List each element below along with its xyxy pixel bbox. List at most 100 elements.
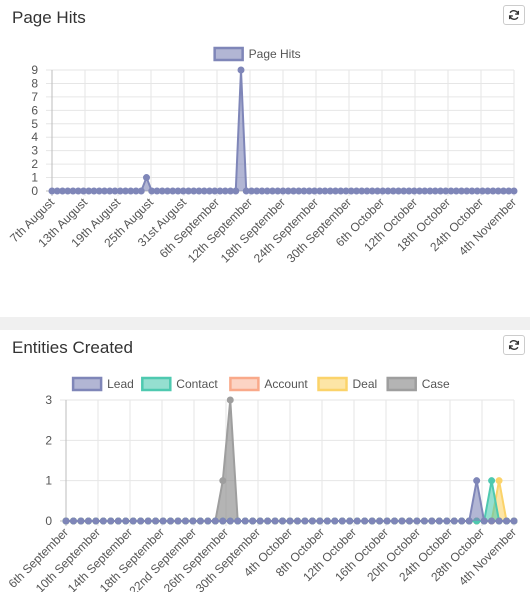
data-point[interactable] (84, 517, 92, 525)
y-tick-label: 3 (31, 144, 38, 158)
data-point[interactable] (301, 517, 309, 525)
data-point[interactable] (510, 187, 518, 195)
legend-item-lead[interactable]: Lead (71, 376, 134, 392)
data-point[interactable] (376, 517, 384, 525)
data-point[interactable] (249, 517, 257, 525)
page-hits-refresh-button[interactable] (503, 5, 525, 25)
data-point[interactable] (69, 517, 77, 525)
data-point[interactable] (495, 477, 503, 485)
data-point[interactable] (92, 517, 100, 525)
data-point[interactable] (137, 517, 145, 525)
data-point[interactable] (159, 517, 167, 525)
legend-swatch (317, 376, 348, 392)
data-point[interactable] (391, 517, 399, 525)
y-tick-label: 7 (31, 90, 38, 104)
data-point[interactable] (237, 66, 245, 74)
data-point[interactable] (420, 517, 428, 525)
data-point[interactable] (361, 517, 369, 525)
data-point[interactable] (308, 517, 316, 525)
legend-item-contact[interactable]: Contact (141, 376, 218, 392)
data-point[interactable] (144, 517, 152, 525)
data-point[interactable] (510, 517, 518, 525)
legend-swatch (141, 376, 172, 392)
data-point[interactable] (331, 517, 339, 525)
data-point[interactable] (107, 517, 115, 525)
data-point[interactable] (196, 517, 204, 525)
data-point[interactable] (428, 517, 436, 525)
legend-label: Contact (176, 377, 218, 391)
data-point[interactable] (152, 517, 160, 525)
data-point[interactable] (458, 517, 466, 525)
data-point[interactable] (219, 517, 227, 525)
legend-swatch (71, 376, 103, 392)
y-tick-label: 2 (45, 433, 52, 447)
y-tick-label: 9 (31, 63, 38, 77)
y-tick-label: 5 (31, 117, 38, 131)
data-point[interactable] (143, 174, 150, 182)
data-point[interactable] (271, 517, 279, 525)
data-point[interactable] (114, 517, 122, 525)
legend-item-case[interactable]: Case (386, 376, 450, 392)
data-point[interactable] (219, 477, 227, 485)
data-point[interactable] (234, 517, 242, 525)
data-point[interactable] (495, 517, 503, 525)
legend-swatch (386, 376, 417, 392)
legend-item-account[interactable]: Account (229, 376, 308, 392)
data-point[interactable] (398, 517, 406, 525)
data-point[interactable] (338, 517, 346, 525)
data-point[interactable] (279, 517, 287, 525)
y-tick-label: 0 (45, 514, 52, 528)
y-tick-label: 1 (31, 171, 38, 185)
y-tick-label: 1 (45, 474, 52, 488)
data-point[interactable] (99, 517, 107, 525)
data-point[interactable] (174, 517, 182, 525)
legend-swatch (213, 46, 244, 62)
data-point[interactable] (435, 517, 443, 525)
data-point[interactable] (211, 517, 219, 525)
legend-item-page-hits[interactable]: Page Hits (213, 46, 301, 62)
data-point[interactable] (450, 517, 458, 525)
data-point[interactable] (226, 396, 234, 404)
data-point[interactable] (293, 517, 301, 525)
data-point[interactable] (368, 517, 376, 525)
data-point[interactable] (383, 517, 391, 525)
data-point[interactable] (204, 517, 212, 525)
data-point[interactable] (137, 187, 145, 195)
legend-item-deal[interactable]: Deal (317, 376, 378, 392)
data-point[interactable] (353, 517, 361, 525)
data-point[interactable] (443, 517, 451, 525)
data-point[interactable] (226, 517, 234, 525)
refresh-icon (508, 340, 520, 350)
data-point[interactable] (264, 517, 272, 525)
data-point[interactable] (232, 187, 240, 195)
data-point[interactable] (122, 517, 130, 525)
data-point[interactable] (323, 517, 331, 525)
data-point[interactable] (62, 517, 70, 525)
data-point[interactable] (413, 517, 421, 525)
data-point[interactable] (256, 517, 264, 525)
legend-swatch (229, 376, 260, 392)
data-point[interactable] (503, 517, 511, 525)
data-point[interactable] (286, 517, 294, 525)
entities-created-title: Entities Created (12, 338, 133, 357)
entities-created-panel: Entities Created Lead Contact Account Deal C… (0, 330, 530, 592)
data-point[interactable] (316, 517, 324, 525)
legend-label: Lead (107, 377, 134, 391)
data-point[interactable] (129, 517, 137, 525)
data-point[interactable] (167, 517, 175, 525)
page-hits-panel: Page Hits Page Hits 0 1 2 3 4 5 6 7 8 9 7th August 1… (0, 0, 530, 317)
series-page-hits (48, 66, 518, 195)
data-point[interactable] (241, 517, 249, 525)
data-point[interactable] (77, 517, 85, 525)
data-point[interactable] (189, 517, 197, 525)
data-point[interactable] (181, 517, 189, 525)
y-tick-label: 8 (31, 76, 38, 90)
data-point[interactable] (465, 517, 473, 525)
entities-refresh-button[interactable] (503, 335, 525, 355)
data-point[interactable] (480, 517, 488, 525)
data-point[interactable] (405, 517, 413, 525)
data-point[interactable] (473, 477, 481, 485)
data-point[interactable] (488, 477, 496, 485)
data-point[interactable] (488, 517, 496, 525)
data-point[interactable] (346, 517, 354, 525)
